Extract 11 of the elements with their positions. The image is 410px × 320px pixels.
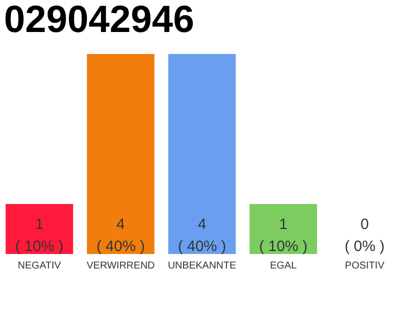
x-tick-label: UNBEKANNTE	[168, 260, 236, 272]
data-label: 1 ( 10% )	[15, 216, 64, 255]
chart-title: 029042946	[4, 0, 194, 41]
x-tick-label: EGAL	[270, 260, 298, 272]
data-label: 1 ( 10% )	[259, 216, 308, 255]
data-label: 4 ( 40% )	[96, 216, 145, 255]
x-tick-label: NEGATIV	[18, 260, 62, 272]
x-tick-label: VERWIRREND	[86, 260, 155, 272]
data-label: 4 ( 40% )	[178, 216, 226, 255]
x-tick-label: POSITIV	[344, 260, 385, 272]
data-label: 0 ( 0% )	[344, 216, 385, 255]
